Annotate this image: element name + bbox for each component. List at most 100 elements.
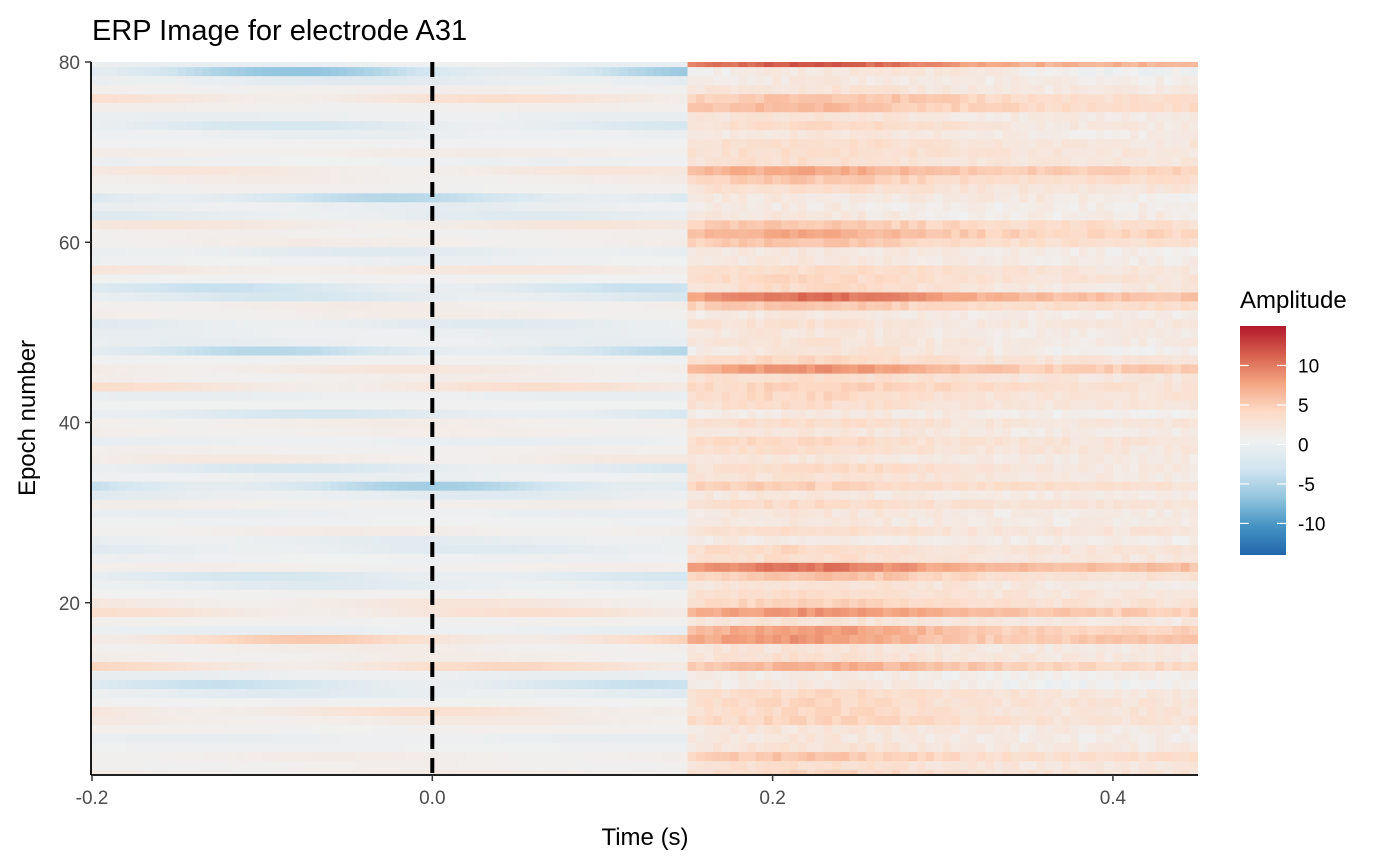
heatmap-cell bbox=[330, 643, 340, 653]
heatmap-cell bbox=[874, 607, 884, 617]
heatmap-cell bbox=[1146, 481, 1157, 491]
heatmap-cell bbox=[1180, 679, 1191, 689]
heatmap-cell bbox=[236, 724, 246, 735]
heatmap-cell bbox=[262, 517, 272, 527]
heatmap-cell bbox=[772, 751, 782, 762]
heatmap-cell bbox=[381, 634, 391, 644]
heatmap-cell bbox=[372, 499, 382, 509]
heatmap-cell bbox=[1087, 688, 1097, 698]
heatmap-cell bbox=[219, 769, 229, 774]
heatmap-cell bbox=[185, 688, 195, 698]
heatmap-cell bbox=[1172, 472, 1182, 482]
heatmap-cell bbox=[177, 535, 187, 545]
heatmap-cell bbox=[679, 742, 689, 753]
heatmap-cell bbox=[687, 571, 697, 581]
heatmap-cell bbox=[585, 679, 595, 689]
heatmap-cell bbox=[1002, 526, 1012, 536]
heatmap-cell bbox=[440, 643, 450, 653]
heatmap-cell bbox=[389, 688, 399, 698]
heatmap-cell bbox=[551, 499, 561, 509]
heatmap-cell bbox=[500, 463, 510, 473]
heatmap-cell bbox=[236, 562, 246, 572]
heatmap-cell bbox=[449, 562, 459, 572]
heatmap-cell bbox=[449, 580, 459, 590]
heatmap-cell bbox=[389, 616, 399, 626]
heatmap-cell bbox=[951, 589, 961, 599]
heatmap-cell bbox=[627, 751, 638, 762]
heatmap-cell bbox=[908, 580, 918, 590]
heatmap-cell bbox=[1138, 562, 1148, 572]
heatmap-cell bbox=[883, 715, 893, 726]
heatmap-cell bbox=[696, 517, 706, 527]
heatmap-cell bbox=[500, 598, 510, 608]
heatmap-cell bbox=[687, 652, 697, 662]
heatmap-cell bbox=[1078, 544, 1088, 554]
heatmap-cell bbox=[908, 481, 918, 491]
heatmap-cell bbox=[576, 625, 587, 635]
heatmap-cell bbox=[857, 724, 867, 735]
heatmap-cell bbox=[764, 535, 774, 545]
heatmap-cell bbox=[287, 643, 297, 653]
heatmap-cell bbox=[789, 535, 799, 545]
heatmap-cell bbox=[185, 724, 195, 735]
heatmap-cell bbox=[993, 580, 1003, 590]
heatmap-cell bbox=[100, 715, 110, 726]
heatmap-cell bbox=[1163, 508, 1174, 518]
heatmap-cell bbox=[1036, 544, 1046, 554]
heatmap-cell bbox=[1036, 670, 1046, 680]
heatmap-cell bbox=[449, 445, 459, 455]
heatmap-cell bbox=[1027, 553, 1037, 563]
heatmap-cell bbox=[747, 436, 757, 446]
heatmap-cell bbox=[866, 598, 876, 608]
heatmap-cell bbox=[508, 571, 518, 581]
heatmap-cell bbox=[738, 490, 748, 500]
heatmap-cell bbox=[330, 535, 340, 545]
heatmap-cell bbox=[993, 760, 1003, 771]
heatmap-cell bbox=[1129, 688, 1140, 698]
heatmap-cell bbox=[160, 490, 170, 500]
heatmap-cell bbox=[160, 517, 170, 527]
heatmap-cell bbox=[1044, 499, 1054, 509]
heatmap-cell bbox=[1002, 742, 1012, 753]
heatmap-cell bbox=[508, 760, 518, 771]
heatmap-cell bbox=[117, 571, 127, 581]
heatmap-cell bbox=[687, 724, 697, 735]
heatmap-cell bbox=[1019, 670, 1029, 680]
heatmap-cell bbox=[993, 607, 1003, 617]
heatmap-cell bbox=[109, 517, 119, 527]
heatmap-cell bbox=[968, 481, 978, 491]
heatmap-cell bbox=[1138, 463, 1148, 473]
heatmap-cell bbox=[440, 607, 450, 617]
heatmap-cell bbox=[568, 652, 578, 662]
heatmap-cell bbox=[636, 733, 646, 744]
heatmap-cell bbox=[432, 598, 442, 608]
heatmap-cell bbox=[279, 454, 289, 464]
heatmap-cell bbox=[1180, 706, 1191, 717]
heatmap-cell bbox=[100, 652, 110, 662]
heatmap-cell bbox=[500, 481, 510, 491]
heatmap-cell bbox=[670, 499, 680, 509]
heatmap-cell bbox=[1155, 436, 1165, 446]
heatmap-cell bbox=[109, 481, 119, 491]
heatmap-cell bbox=[627, 481, 638, 491]
heatmap-cell bbox=[347, 661, 357, 671]
heatmap-cell bbox=[500, 607, 510, 617]
heatmap-cell bbox=[781, 454, 791, 464]
heatmap-cell bbox=[747, 607, 757, 617]
heatmap-cell bbox=[1044, 661, 1054, 671]
heatmap-cell bbox=[823, 463, 833, 473]
heatmap-cell bbox=[610, 670, 621, 680]
heatmap-cell bbox=[432, 517, 442, 527]
heatmap-cell bbox=[483, 607, 493, 617]
heatmap-cell bbox=[764, 679, 774, 689]
heatmap-cell bbox=[1053, 661, 1063, 671]
heatmap-cell bbox=[1163, 742, 1174, 753]
heatmap-cell bbox=[228, 490, 238, 500]
heatmap-cell bbox=[440, 535, 450, 545]
heatmap-cell bbox=[474, 580, 484, 590]
heatmap-cell bbox=[1129, 490, 1140, 500]
heatmap-cell bbox=[483, 724, 493, 735]
heatmap-cell bbox=[798, 706, 808, 717]
heatmap-cell bbox=[160, 688, 170, 698]
heatmap-cell bbox=[636, 643, 646, 653]
